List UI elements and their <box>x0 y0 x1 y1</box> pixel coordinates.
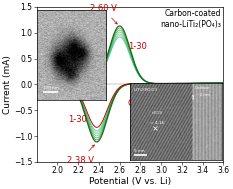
Text: 1-30: 1-30 <box>68 115 86 124</box>
Text: Carbon-coated
nano-LiTi₂(PO₄)₃: Carbon-coated nano-LiTi₂(PO₄)₃ <box>161 9 222 29</box>
Text: 2.60 V: 2.60 V <box>89 4 117 24</box>
Text: OCV: OCV <box>128 99 146 108</box>
Y-axis label: Current (mA): Current (mA) <box>3 55 13 114</box>
Text: 1-30: 1-30 <box>128 42 147 51</box>
Text: 2.38 V: 2.38 V <box>67 145 94 165</box>
X-axis label: Potential (V vs. Li): Potential (V vs. Li) <box>89 177 171 186</box>
